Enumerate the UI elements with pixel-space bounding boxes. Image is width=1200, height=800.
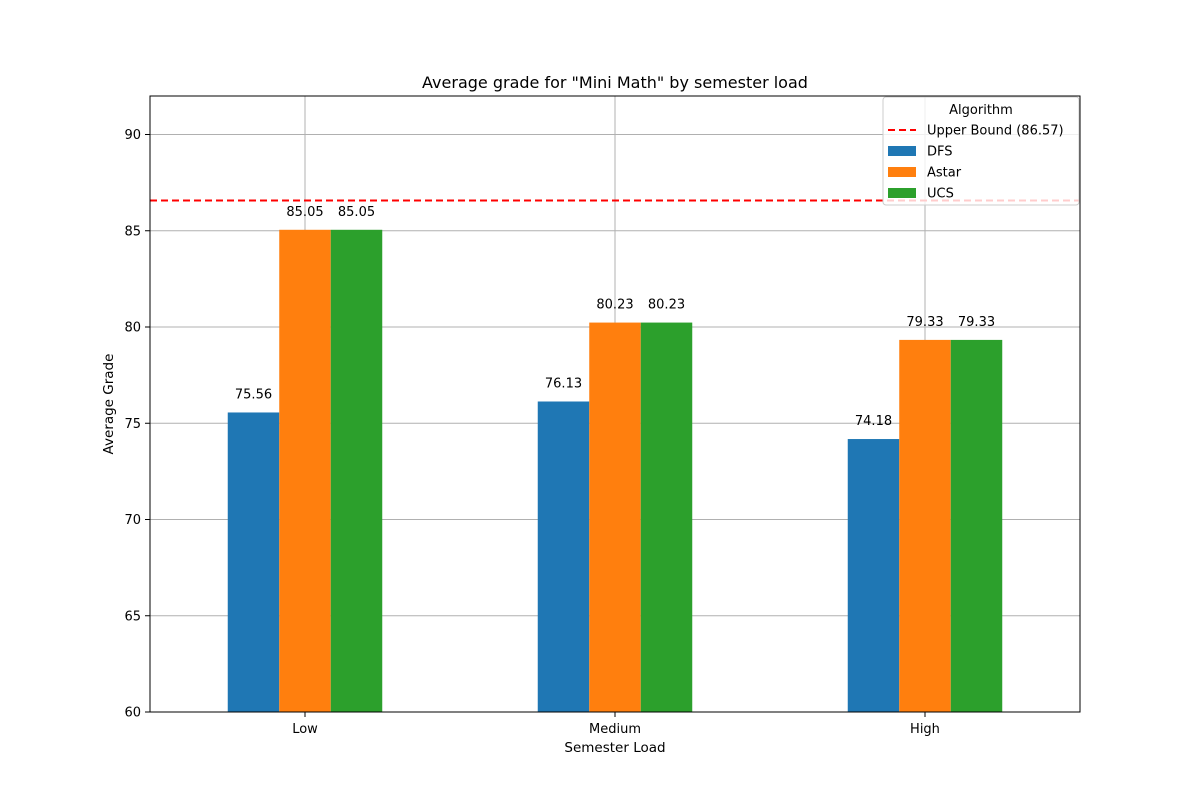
legend: Algorithm Upper Bound (86.57) DFS Astar UCS — [882, 96, 1080, 206]
axes: 60 65 70 75 80 85 90 Low Medium High — [124, 95, 1081, 737]
data-label: 85.05 — [286, 205, 323, 220]
legend-swatch-dfs — [888, 146, 916, 156]
data-label: 85.05 — [338, 205, 375, 220]
y-tick-label: 60 — [124, 706, 141, 721]
data-label: 80.23 — [648, 298, 685, 313]
y-axis-label: Average Grade — [101, 354, 117, 455]
bar-dfs-high — [847, 439, 900, 712]
data-label: 79.33 — [906, 315, 943, 330]
bar-astar-low — [279, 229, 331, 712]
data-label: 74.18 — [855, 414, 892, 429]
y-tick-label: 90 — [124, 128, 141, 143]
bars — [227, 229, 1003, 712]
data-label: 75.56 — [235, 387, 272, 402]
data-label: 76.13 — [545, 376, 582, 391]
bar-dfs-medium — [537, 401, 590, 712]
x-tick-label: High — [910, 722, 940, 737]
bar-astar-high — [899, 339, 951, 712]
x-tick-label: Low — [292, 722, 318, 737]
legend-box — [882, 96, 1080, 206]
data-labels: 75.56 85.05 85.05 76.13 80.23 80.23 74.18 79.33… — [235, 205, 995, 429]
legend-label-dfs: DFS — [927, 145, 953, 160]
y-tick-label: 75 — [124, 417, 141, 432]
legend-swatch-astar — [888, 167, 916, 177]
bar-astar-medium — [589, 322, 641, 712]
y-tick-label: 65 — [124, 609, 141, 624]
data-label: 79.33 — [958, 315, 995, 330]
y-tick-label: 70 — [124, 513, 141, 528]
bar-ucs-low — [330, 229, 383, 712]
x-axis-label: Semester Load — [564, 740, 665, 756]
legend-label-upper-bound: Upper Bound (86.57) — [927, 124, 1064, 139]
bar-ucs-medium — [640, 322, 693, 712]
chart-title: Average grade for "Mini Math" by semeste… — [422, 73, 808, 92]
data-label: 80.23 — [596, 298, 633, 313]
bar-dfs-low — [227, 412, 280, 712]
legend-label-astar: Astar — [927, 166, 962, 181]
x-tick-label: Medium — [589, 722, 641, 737]
bar-ucs-high — [950, 339, 1003, 712]
legend-title: Algorithm — [949, 103, 1013, 118]
legend-label-ucs: UCS — [927, 187, 954, 202]
legend-swatch-ucs — [888, 188, 916, 198]
y-tick-label: 80 — [124, 321, 141, 336]
y-tick-label: 85 — [124, 224, 141, 239]
